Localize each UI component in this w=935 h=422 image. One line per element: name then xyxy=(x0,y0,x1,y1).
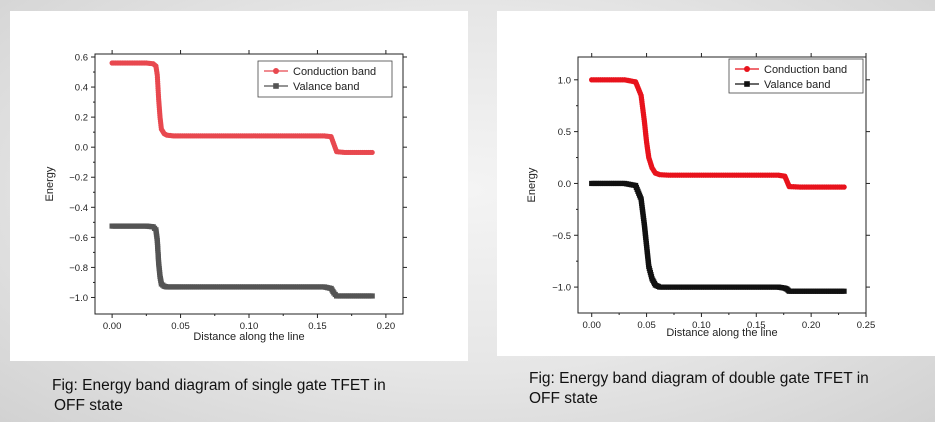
legend-box xyxy=(257,60,393,98)
y-tick-label: −0.4 xyxy=(69,203,88,214)
x-tick-label: 0.00 xyxy=(582,320,601,331)
series-conduction-band xyxy=(589,77,847,190)
x-tick-label: 0.10 xyxy=(692,320,711,331)
x-tick-label: 0.05 xyxy=(171,321,190,332)
series-valance-band xyxy=(109,223,375,299)
x-axis-label: Distance along the line xyxy=(193,331,304,343)
y-tick-label: 0.5 xyxy=(558,127,571,138)
legend-label: Valance band xyxy=(764,79,830,91)
data-point xyxy=(369,293,375,299)
x-tick-label: 0.15 xyxy=(747,320,766,331)
caption-single-gate: Fig: Energy band diagram of single gate … xyxy=(52,376,452,416)
legend: Conduction band Valance band xyxy=(257,60,393,98)
y-axis-label: Energy xyxy=(526,167,538,202)
caption-double-gate: Fig: Energy band diagram of double gate … xyxy=(529,369,934,409)
y-tick-label: 1.0 xyxy=(558,75,571,86)
y-tick-label: 0.0 xyxy=(75,143,88,154)
x-tick-label: 0.20 xyxy=(802,320,821,331)
x-tick-label: 0.00 xyxy=(103,321,122,332)
data-point xyxy=(369,149,375,156)
caption-double-gate-line1: Fig: Energy band diagram of double gate … xyxy=(529,370,869,387)
series-valance-band xyxy=(589,180,847,294)
legend-marker xyxy=(744,66,750,72)
legend-marker xyxy=(744,81,750,87)
y-tick-label: −1.0 xyxy=(69,293,88,304)
y-tick-label: 0.6 xyxy=(75,53,88,64)
legend-marker xyxy=(273,83,279,89)
caption-double-gate-line2: OFF state xyxy=(529,390,598,407)
chart-double-gate: 0.00 0.05 0.10 0.15 0.20 0.25 1.0 0.5 0.0 −0.5 −1.… xyxy=(526,53,876,339)
y-tick-label: 0.2 xyxy=(75,113,88,124)
chart-single-gate: 0.00 0.05 0.10 0.15 0.20 0.6 0.4 0.2 0.0 −0.2 −0.4… xyxy=(44,50,407,343)
x-tick-label: 0.20 xyxy=(377,321,396,332)
x-axis-label: Distance along the line xyxy=(666,327,777,339)
legend-label: Conduction band xyxy=(764,64,847,76)
y-tick-label: −0.5 xyxy=(552,231,571,242)
x-tick-label: 0.05 xyxy=(637,320,656,331)
legend: Conduction band Valance band xyxy=(728,58,864,94)
x-tick-label: 0.15 xyxy=(308,321,327,332)
y-tick-label: −0.8 xyxy=(69,263,88,274)
chart-panel-single-gate: 0.00 0.05 0.10 0.15 0.20 0.6 0.4 0.2 0.0 −0.2 −0.4… xyxy=(10,11,468,361)
caption-single-gate-line2: OFF state xyxy=(54,397,123,414)
legend-marker xyxy=(273,68,279,74)
legend-box xyxy=(728,58,864,94)
data-point xyxy=(841,184,847,190)
legend-label: Conduction band xyxy=(293,66,376,78)
series-conduction-band xyxy=(109,60,375,156)
chart-panel-double-gate: 0.00 0.05 0.10 0.15 0.20 0.25 1.0 0.5 0.0 −0.5 −1.… xyxy=(497,11,935,356)
y-axis-label: Energy xyxy=(44,166,56,201)
data-point xyxy=(841,288,847,294)
x-tick-label: 0.10 xyxy=(240,321,259,332)
y-tick-label: −0.2 xyxy=(69,173,88,184)
caption-single-gate-line1: Fig: Energy band diagram of single gate … xyxy=(52,377,386,394)
y-tick-label: −1.0 xyxy=(552,283,571,294)
y-tick-label: 0.4 xyxy=(75,83,88,94)
x-tick-label: 0.25 xyxy=(857,320,876,331)
y-tick-label: 0.0 xyxy=(558,179,571,190)
plot-frame xyxy=(577,56,867,314)
legend-label: Valance band xyxy=(293,81,359,93)
y-tick-label: −0.6 xyxy=(69,233,88,244)
